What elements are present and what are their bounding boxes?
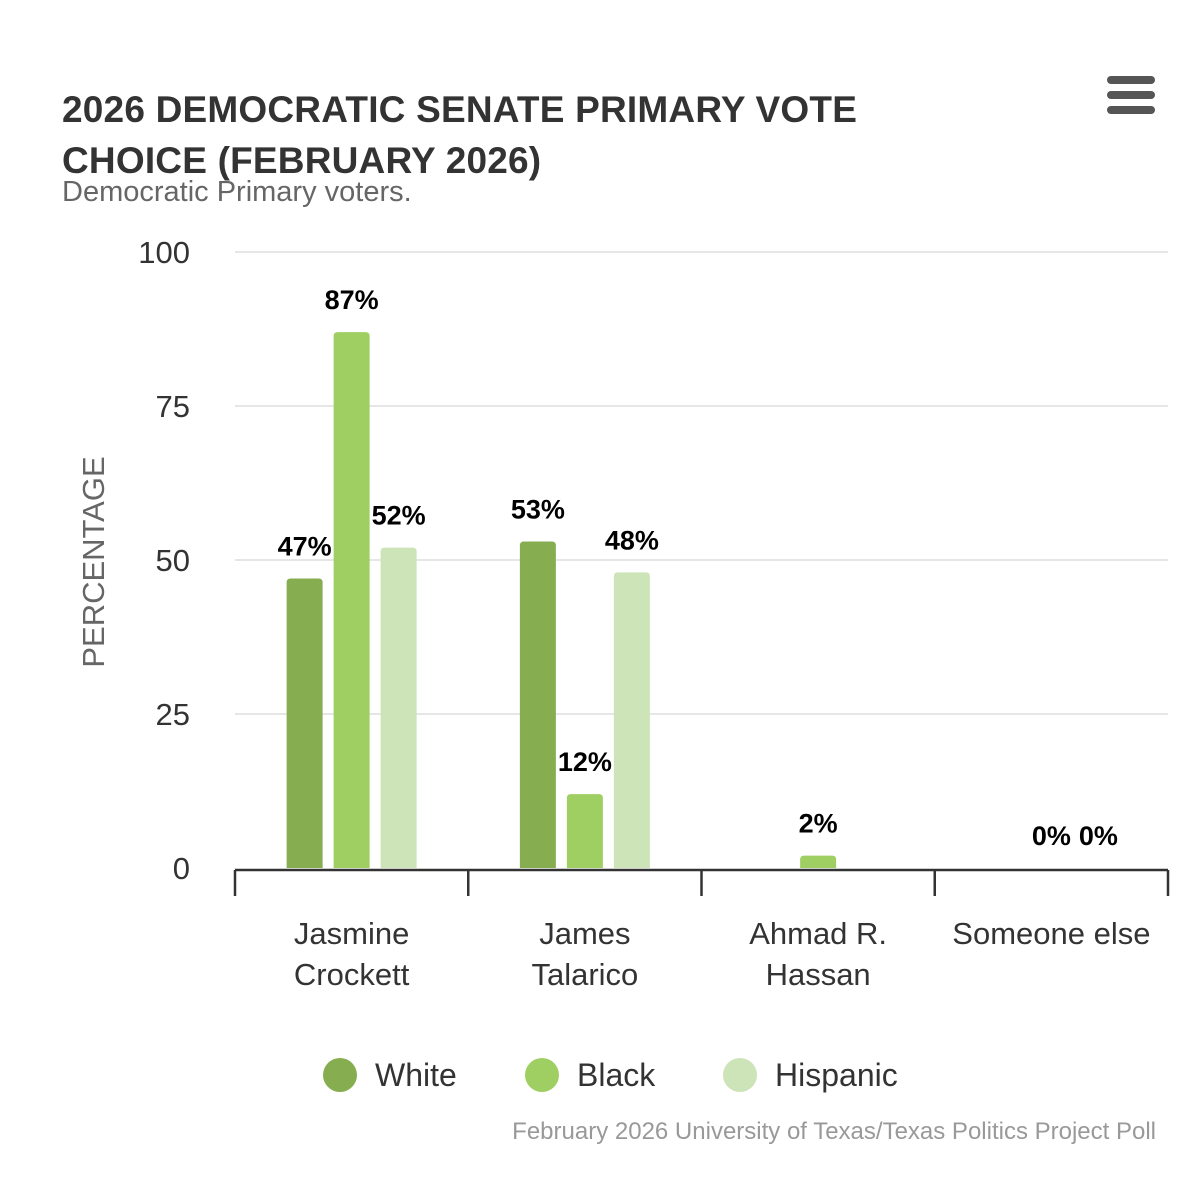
category-label: Someone else: [952, 916, 1150, 951]
bars: [286, 332, 837, 869]
chart-subtitle: Democratic Primary voters.: [62, 176, 412, 208]
data-label-hispanic-0: 52%: [372, 501, 426, 531]
category-label-line: Hassan: [766, 957, 871, 992]
category-label-line: Jasmine: [294, 916, 409, 951]
legend-item-black[interactable]: Black: [525, 1057, 656, 1093]
data-label-black-1: 12%: [558, 747, 612, 777]
bar-white-1[interactable]: [519, 541, 556, 868]
legend-item-hispanic[interactable]: Hispanic: [723, 1057, 898, 1093]
legend-label-white: White: [375, 1057, 457, 1093]
category-label: Jasmine Crockett: [294, 916, 410, 992]
bar-black-1[interactable]: [566, 794, 603, 868]
data-label-white-0: 47%: [278, 531, 332, 561]
x-axis: [233, 868, 1170, 896]
data-label-black-0: 87%: [325, 285, 379, 315]
legend-swatch-white: [323, 1058, 357, 1092]
bar-black-2[interactable]: [800, 855, 837, 868]
data-label-hispanic-1: 48%: [605, 525, 659, 555]
hamburger-menu-icon: [1107, 76, 1155, 114]
data-label-white-1: 53%: [511, 495, 565, 525]
chart-title: 2026 DEMOCRATIC SENATE PRIMARY VOTE CHOI…: [62, 89, 858, 181]
bar-white-0[interactable]: [286, 578, 323, 868]
legend-label-hispanic: Hispanic: [775, 1057, 898, 1093]
bar-hispanic-1[interactable]: [613, 572, 650, 868]
legend[interactable]: White Black Hispanic: [323, 1057, 898, 1093]
y-axis-ticks: 0 25 50 75 100: [138, 235, 190, 886]
data-label-black-2: 2%: [799, 809, 838, 839]
bar-hispanic-0[interactable]: [380, 547, 417, 868]
y-tick-label: 0: [173, 851, 190, 886]
category-label-line: Talarico: [531, 957, 638, 992]
y-tick-label: 50: [156, 543, 190, 578]
y-axis-title: PERCENTAGE: [76, 456, 111, 667]
legend-label-black: Black: [577, 1057, 656, 1093]
chart-menu-button[interactable]: [1104, 74, 1158, 116]
legend-swatch-black: [525, 1058, 559, 1092]
grid-lines: [235, 251, 1168, 715]
y-tick-label: 100: [138, 235, 190, 270]
category-label-line: Ahmad R.: [749, 916, 887, 951]
category-label: James Talarico: [531, 916, 638, 992]
y-tick-label: 75: [156, 389, 190, 424]
category-label-line: Someone else: [952, 916, 1150, 951]
legend-swatch-hispanic: [723, 1058, 757, 1092]
data-label-black-3: 0%: [1032, 821, 1071, 851]
source-credit[interactable]: February 2026 University of Texas/Texas …: [512, 1118, 1156, 1145]
y-tick-label: 25: [156, 697, 190, 732]
category-label-line: Crockett: [294, 957, 410, 992]
data-labels: 47% 53% 87% 12% 2% 0% 52% 48% 0%: [278, 285, 1118, 851]
category-label-line: James: [539, 916, 630, 951]
bar-black-0[interactable]: [333, 332, 370, 869]
category-label: Ahmad R. Hassan: [749, 916, 887, 992]
legend-item-white[interactable]: White: [323, 1057, 457, 1093]
data-label-hispanic-3: 0%: [1079, 821, 1118, 851]
x-axis-categories: Jasmine Crockett James Talarico Ahmad R. Hass…: [294, 916, 1151, 992]
